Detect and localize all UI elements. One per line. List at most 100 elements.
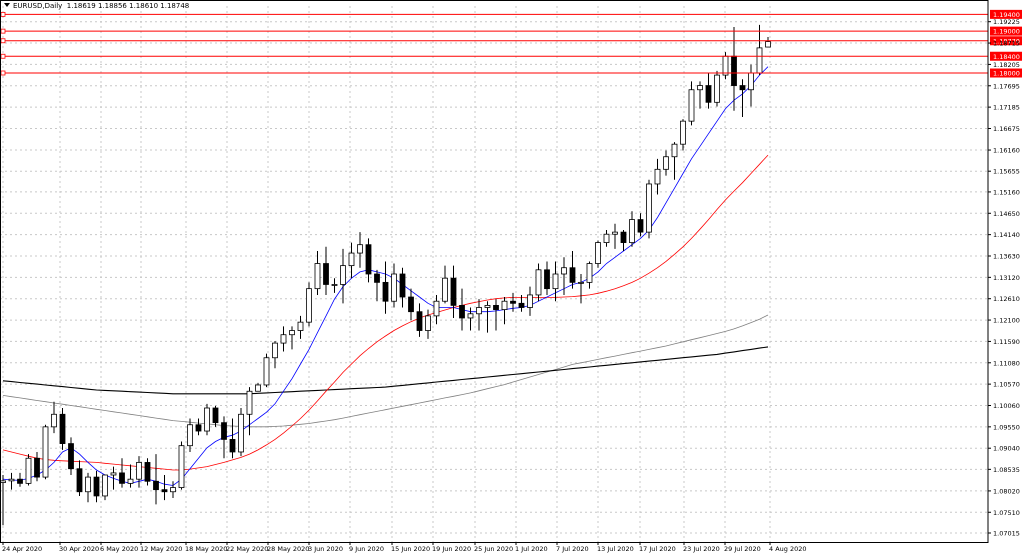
- candle-bull[interactable]: [654, 168, 661, 185]
- candle-bear[interactable]: [323, 263, 329, 285]
- candle-bear[interactable]: [17, 478, 23, 484]
- candle-bear[interactable]: [195, 424, 202, 432]
- candle-bull[interactable]: [289, 330, 295, 336]
- candle-bull[interactable]: [314, 263, 321, 290]
- candle-bull[interactable]: [238, 413, 244, 453]
- candle-bull[interactable]: [552, 273, 559, 290]
- candle-bear[interactable]: [399, 273, 406, 298]
- candle-bull[interactable]: [561, 267, 567, 275]
- candle-bear[interactable]: [34, 457, 40, 478]
- dropdown-triangle-icon[interactable]: [4, 3, 10, 7]
- candle-bull[interactable]: [663, 156, 669, 170]
- candle-bear[interactable]: [459, 305, 465, 319]
- candle-bull[interactable]: [535, 269, 542, 296]
- candle-bull[interactable]: [586, 263, 593, 283]
- candle-bull[interactable]: [187, 424, 193, 447]
- candle-bull[interactable]: [671, 143, 678, 158]
- candle-bull[interactable]: [263, 357, 270, 386]
- candle-bull[interactable]: [722, 55, 729, 76]
- candle-bull[interactable]: [170, 487, 176, 493]
- level-handle[interactable]: [0, 70, 6, 76]
- level-handle[interactable]: [0, 53, 6, 59]
- candle-bull[interactable]: [476, 307, 482, 315]
- level-handle[interactable]: [0, 28, 6, 34]
- candle-bear[interactable]: [731, 55, 737, 86]
- candle-bear[interactable]: [374, 273, 380, 283]
- candle-bear[interactable]: [119, 472, 125, 484]
- candle-bull[interactable]: [8, 478, 15, 482]
- candle-bull[interactable]: [501, 300, 508, 310]
- candle-bear[interactable]: [569, 267, 576, 283]
- candle-bear[interactable]: [408, 296, 414, 313]
- candle-bear[interactable]: [382, 281, 389, 302]
- candle-bear[interactable]: [76, 468, 83, 493]
- candle-bull[interactable]: [391, 273, 397, 302]
- candle-bull[interactable]: [306, 288, 312, 323]
- candle-bull[interactable]: [578, 281, 584, 284]
- candle-bull[interactable]: [467, 313, 474, 319]
- candle-bull[interactable]: [527, 294, 533, 308]
- level-handle[interactable]: [0, 38, 6, 44]
- candle-bear[interactable]: [161, 489, 168, 493]
- candle-bull[interactable]: [765, 41, 771, 48]
- candle-bear[interactable]: [93, 476, 100, 497]
- candle-bull[interactable]: [484, 305, 491, 308]
- candle-bear[interactable]: [450, 277, 457, 306]
- candle-bull[interactable]: [595, 242, 601, 264]
- candle-bull[interactable]: [357, 244, 363, 254]
- candle-bull[interactable]: [433, 300, 440, 317]
- candle-bull[interactable]: [331, 284, 338, 286]
- candle-bull[interactable]: [102, 474, 108, 497]
- candle-bear[interactable]: [544, 269, 550, 290]
- candle-bear[interactable]: [518, 302, 525, 308]
- level-handle[interactable]: [0, 11, 6, 17]
- candle-bear[interactable]: [416, 311, 423, 331]
- candle-bull[interactable]: [748, 72, 754, 91]
- candle-bear[interactable]: [229, 439, 236, 453]
- candle-bear[interactable]: [620, 231, 627, 243]
- candle-bull[interactable]: [280, 334, 287, 344]
- candle-bear[interactable]: [493, 305, 499, 310]
- candle-bear[interactable]: [705, 85, 712, 103]
- candle-bull[interactable]: [348, 252, 355, 267]
- candle-bear[interactable]: [510, 300, 516, 304]
- candle-bear[interactable]: [153, 480, 159, 491]
- candle-bear[interactable]: [739, 85, 746, 91]
- candle-bear[interactable]: [221, 422, 227, 440]
- candle-bull[interactable]: [297, 321, 304, 331]
- candle-bear[interactable]: [59, 413, 66, 444]
- candle-bull[interactable]: [85, 476, 91, 493]
- candle-bull[interactable]: [110, 472, 117, 476]
- candle-bull[interactable]: [340, 265, 346, 285]
- candle-bull[interactable]: [272, 342, 278, 359]
- candle-bull[interactable]: [25, 457, 32, 484]
- candle-bull[interactable]: [697, 85, 703, 91]
- candle-bull[interactable]: [680, 120, 686, 145]
- candle-bull[interactable]: [688, 89, 695, 122]
- candle-bull[interactable]: [127, 478, 134, 484]
- candle-bull[interactable]: [204, 407, 210, 432]
- candle-bear[interactable]: [68, 443, 74, 470]
- candle-bull[interactable]: [51, 413, 57, 428]
- candle-bull[interactable]: [42, 426, 49, 478]
- candle-bull[interactable]: [246, 390, 253, 415]
- candle-bull[interactable]: [255, 384, 261, 392]
- candle-bull[interactable]: [603, 233, 610, 243]
- candle-bull[interactable]: [756, 47, 763, 74]
- candle-bull[interactable]: [178, 445, 185, 488]
- candle-bull[interactable]: [0, 480, 6, 483]
- candle-bull[interactable]: [629, 219, 635, 243]
- candle-bull[interactable]: [646, 183, 652, 233]
- candle-bull[interactable]: [612, 231, 618, 235]
- candle-bull[interactable]: [136, 462, 142, 480]
- candle-bear[interactable]: [637, 219, 644, 233]
- candle-bull[interactable]: [425, 315, 431, 331]
- candle-bull[interactable]: [442, 277, 448, 302]
- candle-bear[interactable]: [144, 462, 151, 482]
- candlestick-series[interactable]: [0, 24, 771, 526]
- candle-bull[interactable]: [714, 74, 720, 103]
- candle-bear[interactable]: [212, 407, 219, 424]
- candle-bear[interactable]: [365, 244, 372, 275]
